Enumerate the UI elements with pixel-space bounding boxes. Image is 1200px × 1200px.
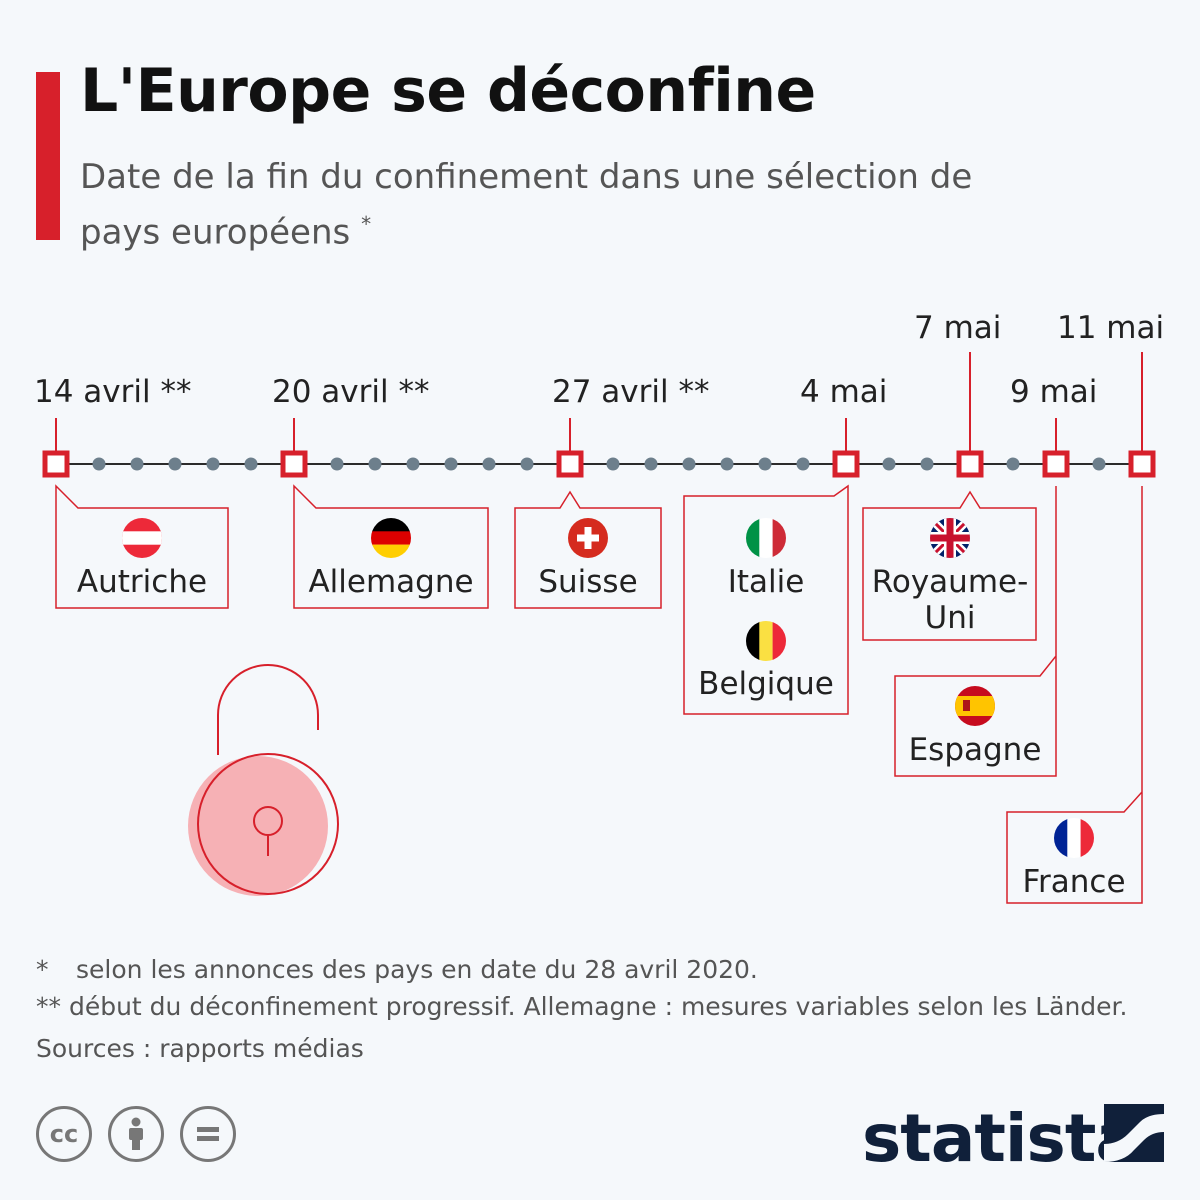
country-allemagne: Allemagne [308, 564, 473, 600]
date-label-14-avril: 14 avril ** [34, 374, 191, 410]
flag-spain-icon [955, 686, 995, 726]
footnote-2: ** début du déconfinement progressif. Al… [36, 992, 1128, 1021]
flag-austria-icon [122, 518, 162, 558]
date-label-27-avril: 27 avril ** [552, 374, 709, 410]
footnote-1-mark: * [36, 955, 49, 984]
no-derivatives-icon[interactable] [180, 1106, 236, 1162]
country-italie: Italie [728, 564, 805, 600]
license-icons: cc [36, 1106, 236, 1162]
cc-icon[interactable]: cc [36, 1106, 92, 1162]
callout-france [1006, 486, 1143, 904]
date-label-20-avril: 20 avril ** [272, 374, 429, 410]
country-royaume-uni-line2: Uni [925, 600, 976, 636]
callout-suisse [514, 490, 662, 609]
timeline-graphic: 14 avril ** 20 avril ** 27 avril ** 4 ma… [34, 310, 1164, 904]
event-markers [42, 352, 1156, 478]
country-france: France [1022, 864, 1125, 900]
date-label-4-mai: 4 mai [800, 374, 887, 410]
marker-7-mai [956, 450, 984, 478]
callout-boxes [55, 484, 1143, 904]
country-espagne: Espagne [909, 732, 1042, 768]
sources-note: Sources : rapports médias [36, 1034, 364, 1063]
flag-france-icon [1054, 818, 1094, 858]
day-dots [92, 457, 1106, 471]
date-label-7-mai: 7 mai [914, 310, 1001, 346]
page-subtitle: Date de la fin du confinement dans une s… [80, 154, 1040, 256]
date-label-11-mai: 11 mai [1057, 310, 1164, 346]
statista-logo-icon[interactable] [1104, 1104, 1164, 1162]
page-title: L'Europe se déconfine [80, 56, 816, 126]
flag-germany-icon [371, 518, 411, 558]
callout-espagne [894, 486, 1057, 777]
flag-belgium-icon [746, 621, 786, 661]
marker-4-mai [832, 450, 860, 478]
callout-allemagne [293, 484, 489, 609]
footnote-1-text: selon les annonces des pays en date du 2… [76, 955, 758, 984]
footnote-1: * selon les annonces des pays en date du … [36, 955, 758, 984]
marker-20-avril [280, 450, 308, 478]
attribution-icon[interactable] [108, 1106, 164, 1162]
marker-9-mai [1042, 450, 1070, 478]
flag-united-kingdom-icon [930, 518, 970, 558]
country-royaume-uni-line1: Royaume- [872, 564, 1029, 600]
marker-14-avril [42, 450, 70, 478]
date-label-9-mai: 9 mai [1010, 374, 1097, 410]
title-accent-bar [36, 72, 60, 240]
flag-switzerland-icon [568, 518, 608, 558]
callout-autriche [55, 484, 229, 609]
country-belgique: Belgique [698, 666, 834, 702]
callout-royaume-uni [862, 490, 1037, 641]
country-autriche: Autriche [77, 564, 207, 600]
statista-logo-text[interactable]: statista [862, 1100, 1140, 1177]
flag-italy-icon [746, 518, 786, 558]
country-suisse: Suisse [538, 564, 637, 600]
marker-11-mai [1128, 450, 1156, 478]
subtitle-footnote-mark: * [361, 212, 372, 236]
unlocked-padlock-icon [188, 664, 339, 896]
callout-italie-belgique [683, 484, 849, 715]
subtitle-text: Date de la fin du confinement dans une s… [80, 157, 973, 253]
marker-27-avril [556, 450, 584, 478]
